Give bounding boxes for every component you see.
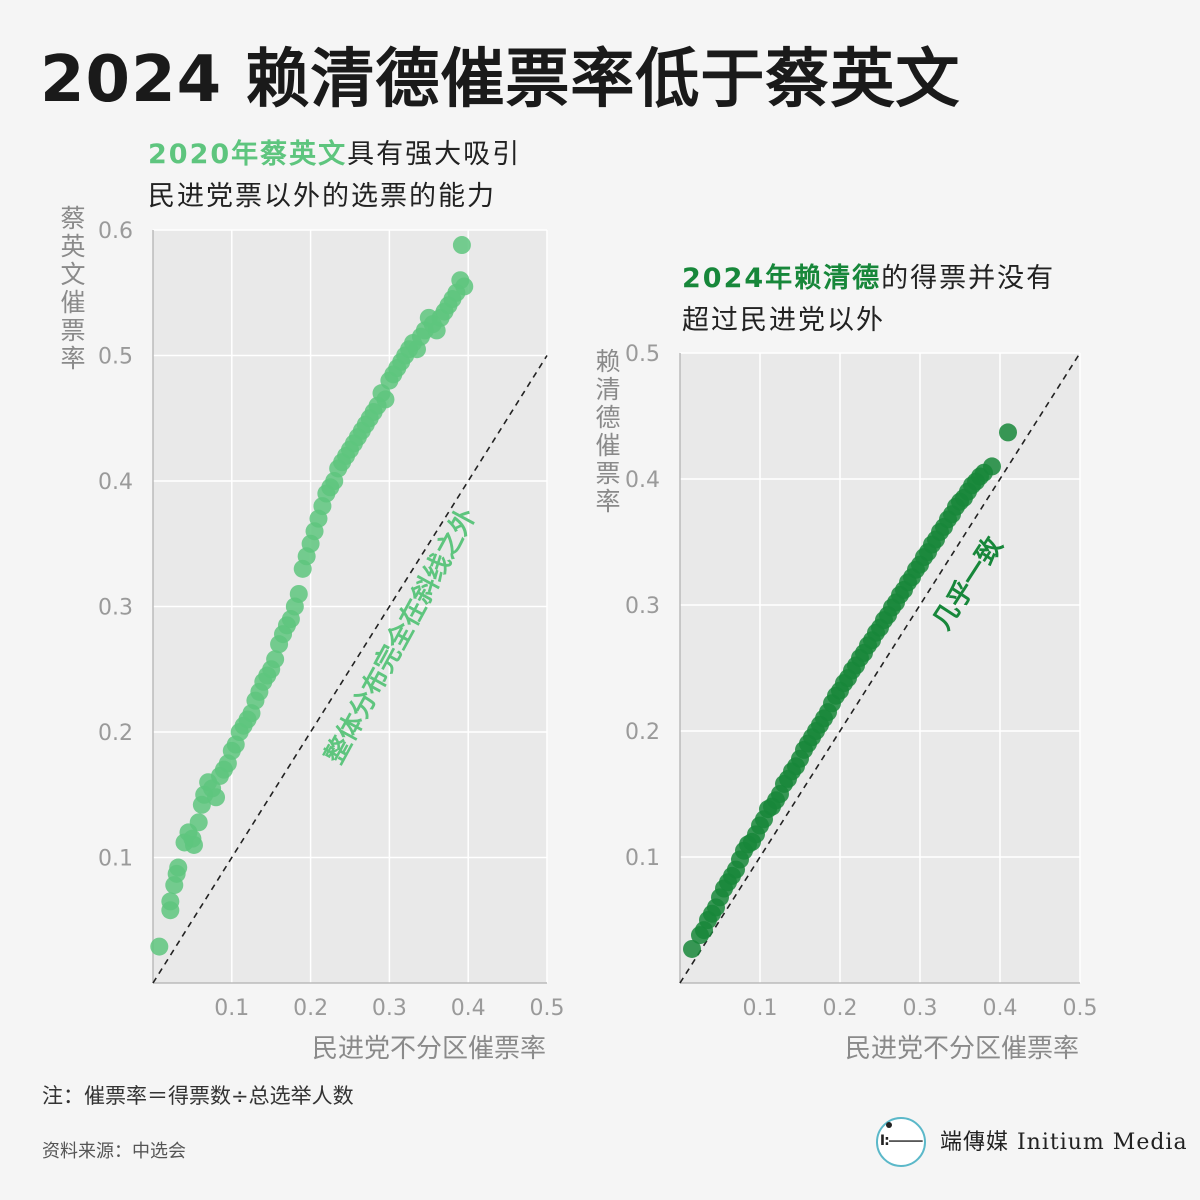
left-data-point — [376, 390, 395, 409]
left-subtitle-rest: 具有强大吸引 — [347, 139, 522, 170]
left-data-point — [207, 788, 226, 807]
left-y-tick-label: 0.5 — [98, 345, 133, 370]
right-subtitle-highlight: 2024年赖清德 — [682, 263, 882, 294]
left-subtitle: 2020年蔡英文具有强大吸引 民进党票以外的选票的能力 — [148, 134, 521, 218]
right-y-axis-label: 赖清德催票率 — [595, 347, 621, 516]
right-x-tick-label: 0.2 — [823, 996, 858, 1021]
right-y-tick-label: 0.2 — [625, 720, 660, 745]
left-data-point — [150, 937, 169, 956]
left-subtitle-highlight: 2020年蔡英文 — [148, 139, 348, 170]
footnote: 注：催票率＝得票数÷总选举人数 — [42, 1084, 354, 1108]
left-y-tick-label: 0.3 — [98, 596, 133, 621]
left-x-tick-label: 0.3 — [372, 996, 407, 1021]
left-data-point — [161, 892, 180, 911]
left-x-tick-label: 0.5 — [530, 996, 565, 1021]
right-x-tick-label: 0.5 — [1063, 996, 1098, 1021]
right-y-tick-label: 0.3 — [625, 594, 660, 619]
logo-dot-icon — [886, 1122, 892, 1128]
logo-mark: I:⸻ — [879, 1133, 923, 1149]
left-y-axis-label: 蔡英文催票率 — [60, 204, 86, 373]
left-x-tick-label: 0.4 — [451, 996, 486, 1021]
right-x-tick-label: 0.1 — [743, 996, 778, 1021]
left-y-tick-label: 0.6 — [98, 219, 133, 244]
left-data-point — [189, 813, 208, 832]
left-x-tick-label: 0.1 — [214, 996, 249, 1021]
left-data-point — [289, 584, 308, 603]
source-note: 资料来源：中选会 — [42, 1141, 186, 1162]
left-data-point — [169, 858, 188, 877]
left-data-point — [452, 236, 471, 255]
right-subtitle-rest: 的得票并没有 — [881, 263, 1056, 294]
right-x-axis-label: 民进党不分区催票率 — [845, 1034, 1080, 1064]
right-y-tick-label: 0.4 — [625, 468, 660, 493]
left-data-point — [184, 835, 203, 854]
left-reference-line — [152, 355, 548, 984]
right-y-tick-label: 0.1 — [625, 846, 660, 871]
right-data-point — [683, 939, 701, 958]
right-y-tick-label: 0.5 — [625, 342, 660, 367]
left-y-tick-label: 0.4 — [98, 470, 133, 495]
right-data-point — [999, 423, 1017, 442]
right-data-point — [983, 457, 1001, 476]
right-reference-line — [679, 352, 1081, 984]
left-data-point — [266, 650, 285, 669]
left-data-point — [455, 277, 474, 296]
page-title: 2024 赖清德催票率低于蔡英文 — [40, 43, 961, 117]
right-subtitle: 2024年赖清德的得票并没有 超过民进党以外 — [682, 258, 1055, 342]
left-y-tick-label: 0.2 — [98, 721, 133, 746]
right-subtitle-line2: 超过民进党以外 — [682, 305, 885, 336]
right-x-tick-label: 0.3 — [903, 996, 938, 1021]
initium-logo-icon: I:⸻ — [876, 1117, 926, 1167]
left-x-tick-label: 0.2 — [293, 996, 328, 1021]
brand-name: 端傳媒 Initium Media — [940, 1130, 1188, 1155]
left-x-axis-label: 民进党不分区催票率 — [312, 1034, 547, 1064]
right-x-tick-label: 0.4 — [983, 996, 1018, 1021]
left-y-tick-label: 0.1 — [98, 847, 133, 872]
left-subtitle-line2: 民进党票以外的选票的能力 — [148, 181, 496, 212]
